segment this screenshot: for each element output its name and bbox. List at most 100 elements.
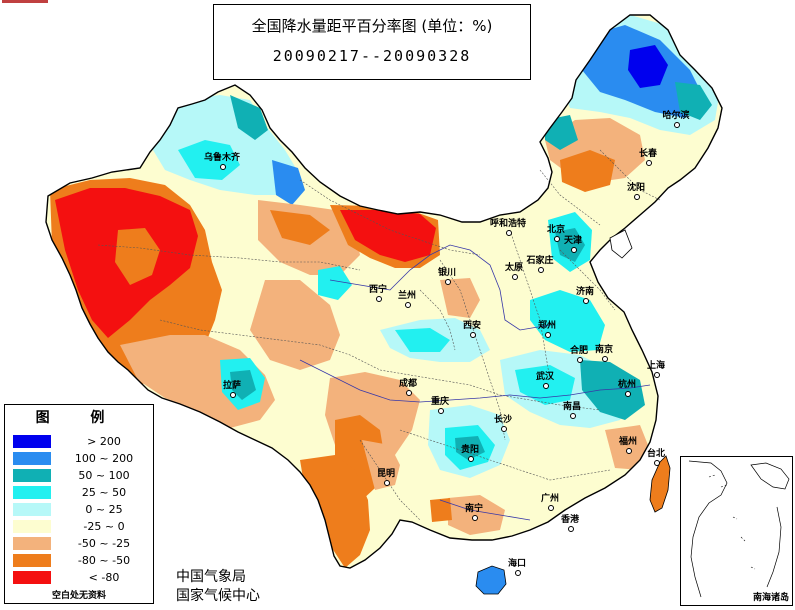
city-label: 昆明 <box>376 469 396 479</box>
legend-label: 0 ~ 25 <box>85 503 123 516</box>
city-marker <box>646 160 652 166</box>
city-marker <box>571 247 577 253</box>
city-marker <box>538 267 544 273</box>
city-marker <box>602 356 608 362</box>
city-label: 杭州 <box>617 380 637 390</box>
city-marker <box>548 505 554 511</box>
city-marker <box>674 122 680 128</box>
city-label: 西宁 <box>368 285 388 295</box>
date-range: 20090217--20090328 <box>272 47 472 65</box>
city-label: 海口 <box>507 559 527 569</box>
city-label: 上海 <box>646 361 666 371</box>
city-label: 福州 <box>618 437 638 447</box>
legend-label: 25 ~ 50 <box>81 486 127 499</box>
province-boundaries <box>97 149 661 521</box>
city-label: 郑州 <box>537 321 557 331</box>
legend-swatch <box>13 503 51 516</box>
city-marker <box>583 298 589 304</box>
legend-swatch <box>13 554 51 567</box>
city-marker <box>470 332 476 338</box>
city-marker <box>220 164 226 170</box>
city-label: 西安 <box>462 321 482 331</box>
legend-row: 25 ~ 50 <box>11 485 151 502</box>
city-marker <box>406 390 412 396</box>
city-label: 广州 <box>540 494 560 504</box>
legend-label: -50 ~ -25 <box>77 537 131 550</box>
city-label: 台北 <box>646 449 666 459</box>
org-line-ncc: 国家气候中心 <box>176 588 260 604</box>
legend-note: 空白处无资料 <box>51 591 106 601</box>
city-marker <box>405 302 411 308</box>
legend: 图 例 > 200 100 ~ 200 50 ~ 100 25 ~ 50 0 ~… <box>4 404 154 604</box>
city-label: 香港 <box>560 515 580 525</box>
rivers <box>299 244 651 521</box>
city-marker <box>568 526 574 532</box>
city-label: 长春 <box>638 149 658 159</box>
city-marker <box>230 392 236 398</box>
legend-label: 100 ~ 200 <box>74 452 134 465</box>
city-marker <box>654 460 660 466</box>
legend-title: 图 例 <box>35 410 123 426</box>
city-label: 长沙 <box>493 415 513 425</box>
city-marker <box>384 480 390 486</box>
city-label: 石家庄 <box>526 256 554 266</box>
inset-map <box>688 460 790 598</box>
city-marker <box>625 391 631 397</box>
city-marker <box>376 296 382 302</box>
legend-label: -25 ~ 0 <box>83 520 125 533</box>
legend-row: 100 ~ 200 <box>11 451 151 468</box>
city-marker <box>570 413 576 419</box>
city-label: 哈尔滨 <box>662 111 690 121</box>
legend-swatch <box>13 486 51 499</box>
legend-swatch <box>13 571 51 584</box>
city-marker <box>506 230 512 236</box>
legend-rows: > 200 100 ~ 200 50 ~ 100 25 ~ 50 0 ~ 25 … <box>11 434 151 587</box>
legend-row: 50 ~ 100 <box>11 468 151 485</box>
legend-row: < -80 <box>11 570 151 587</box>
legend-label: > 200 <box>87 435 121 448</box>
city-label: 南宁 <box>464 504 484 514</box>
city-label: 呼和浩特 <box>489 219 527 229</box>
city-marker <box>543 383 549 389</box>
legend-swatch <box>13 469 51 482</box>
city-label: 贵阳 <box>460 445 480 455</box>
city-marker <box>472 515 478 521</box>
city-marker <box>577 357 583 363</box>
city-marker <box>626 448 632 454</box>
corner-mark <box>2 0 48 3</box>
city-label: 乌鲁木齐 <box>203 153 241 163</box>
city-marker <box>438 408 444 414</box>
city-marker <box>654 372 660 378</box>
inset-label: 南海诸岛 <box>752 593 789 603</box>
city-marker <box>545 332 551 338</box>
org-line-cma: 中国气象局 <box>176 569 246 585</box>
city-marker <box>468 456 474 462</box>
legend-swatch <box>13 520 51 533</box>
city-marker <box>554 236 560 242</box>
city-label: 南昌 <box>562 402 582 412</box>
city-label: 南京 <box>594 345 614 355</box>
city-label: 武汉 <box>535 372 555 382</box>
city-marker <box>515 570 521 576</box>
map-title: 全国降水量距平百分率图 (单位：%) <box>251 17 493 35</box>
city-label: 天津 <box>563 236 583 246</box>
legend-label: -80 ~ -50 <box>77 554 131 567</box>
city-label: 银川 <box>437 268 457 278</box>
city-label: 济南 <box>575 287 595 297</box>
city-label: 拉萨 <box>222 381 242 391</box>
city-marker <box>512 274 518 280</box>
legend-swatch <box>13 435 51 448</box>
title-box: 全国降水量距平百分率图 (单位：%) 20090217--20090328 <box>213 4 531 80</box>
city-label: 太原 <box>504 263 524 273</box>
city-label: 北京 <box>546 225 566 235</box>
legend-row: -50 ~ -25 <box>11 536 151 553</box>
legend-row: 0 ~ 25 <box>11 502 151 519</box>
city-marker <box>501 426 507 432</box>
legend-swatch <box>13 452 51 465</box>
city-marker <box>445 279 451 285</box>
city-label: 合肥 <box>569 346 589 356</box>
south-china-sea-inset: 南海诸岛 <box>680 456 793 606</box>
bohai-bay <box>609 229 633 259</box>
